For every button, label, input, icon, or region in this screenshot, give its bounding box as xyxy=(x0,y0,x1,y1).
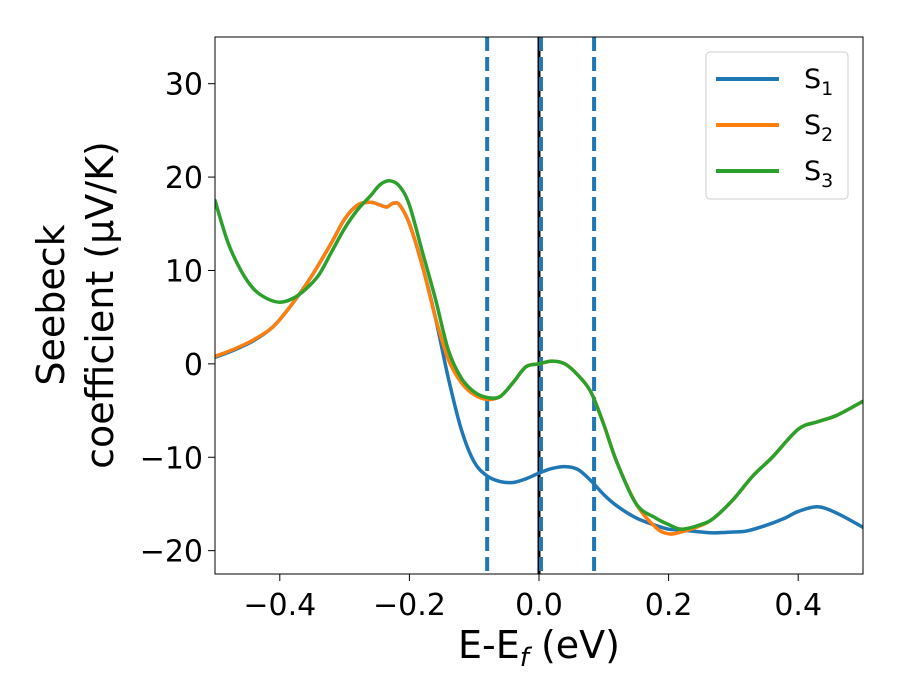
y-axis-label: Seebeck coefficient (μV/K) xyxy=(29,141,122,469)
series-line-s3 xyxy=(215,179,863,531)
x-tick-label: −0.4 xyxy=(243,588,316,623)
x-tick-label: 0.0 xyxy=(515,588,563,623)
series-layer xyxy=(215,179,863,536)
legend-label-s2: S2 xyxy=(804,110,833,146)
legend: S1 S2 S3 xyxy=(705,51,849,200)
legend-label-s1: S1 xyxy=(804,64,833,100)
x-axis-ticks: −0.4 −0.2 0.0 0.2 0.4 xyxy=(243,574,822,623)
x-axis-label: E-Ef (eV) xyxy=(458,623,620,673)
y-tick-label: −10 xyxy=(140,441,203,476)
y-tick-label: 0 xyxy=(184,348,203,383)
x-tick-label: −0.2 xyxy=(373,588,446,623)
legend-label-s3: S3 xyxy=(804,156,833,192)
y-tick-label: 10 xyxy=(165,254,203,289)
y-tick-label: 30 xyxy=(165,68,203,103)
x-tick-label: 0.2 xyxy=(645,588,693,623)
y-tick-label: −20 xyxy=(140,535,203,570)
y-axis-label-line1: Seebeck xyxy=(29,224,73,385)
x-tick-label: 0.4 xyxy=(774,588,822,623)
y-axis-ticks: −20 −10 0 10 20 30 xyxy=(140,68,215,570)
y-axis-label-line2: coefficient (μV/K) xyxy=(78,141,122,469)
y-tick-label: 20 xyxy=(165,161,203,196)
vertical-reference-lines xyxy=(485,37,597,574)
